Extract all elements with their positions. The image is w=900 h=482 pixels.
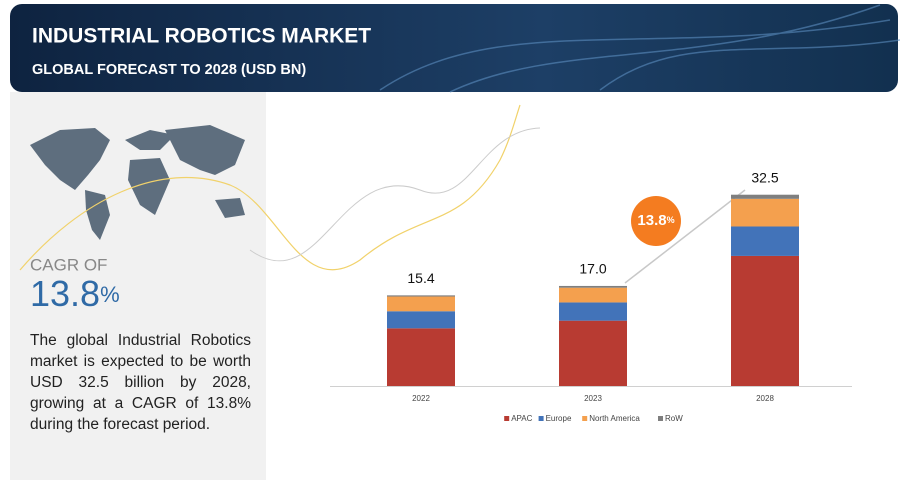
cagr-badge xyxy=(631,196,681,246)
x-tick-label: 2023 xyxy=(584,394,602,403)
cagr-label: CAGR OF xyxy=(30,255,107,274)
subtitle: GLOBAL FORECAST TO 2028 (USD BN) xyxy=(32,62,306,78)
total-label: 32.5 xyxy=(751,169,778,185)
bar-segment xyxy=(559,287,627,303)
decor-curve xyxy=(249,127,541,262)
header-lines xyxy=(379,4,900,93)
legend-label: Europe xyxy=(546,414,572,423)
world-map xyxy=(30,125,245,240)
bar-segment xyxy=(731,226,799,256)
description: The global Industrial Robotics market is… xyxy=(30,332,251,433)
cagr-unit: % xyxy=(100,282,120,307)
legend-swatch xyxy=(538,416,544,421)
legend-swatch xyxy=(504,416,510,421)
badge-unit: % xyxy=(667,215,675,225)
badge-number: 13.8 xyxy=(637,212,666,229)
header-bg xyxy=(10,4,898,92)
legend-label: North America xyxy=(589,414,640,423)
badge-text: 13.8% xyxy=(637,212,674,229)
cagr-number: 13.8 xyxy=(30,273,100,314)
x-tick-label: 2028 xyxy=(756,394,774,403)
bar-segment xyxy=(387,295,455,297)
legend-label: APAC xyxy=(511,414,532,423)
total-label: 15.4 xyxy=(407,270,434,286)
bar-segment xyxy=(559,320,627,386)
total-label: 17.0 xyxy=(579,261,606,277)
bar-segment xyxy=(559,302,627,321)
bar-segment xyxy=(731,255,799,386)
bar-segment xyxy=(387,328,455,386)
legend-swatch xyxy=(658,416,663,421)
legend-swatch xyxy=(582,416,588,421)
x-tick-label: 2022 xyxy=(412,394,430,403)
bar-segment xyxy=(559,285,627,288)
title: INDUSTRIAL ROBOTICS MARKET xyxy=(32,25,371,48)
cagr-value: 13.8% xyxy=(30,273,120,314)
decor-curve xyxy=(19,104,521,271)
growth-arrow xyxy=(624,189,746,284)
legend-label: RoW xyxy=(665,414,683,423)
bar-segment xyxy=(387,311,455,329)
bar-segment xyxy=(731,198,799,227)
bar-segment xyxy=(387,296,455,312)
bar-segment xyxy=(731,194,799,199)
